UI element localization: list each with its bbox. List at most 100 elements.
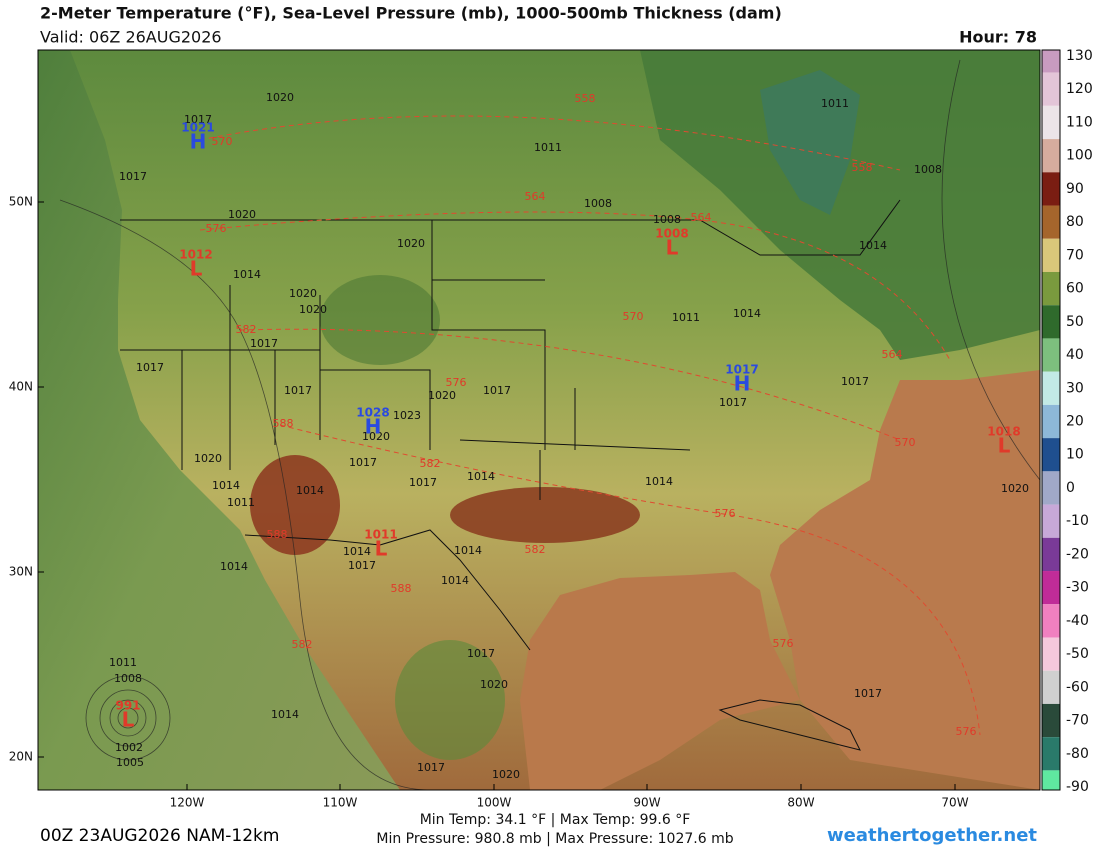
- lat-label: 30N: [9, 565, 33, 579]
- pressure-label: 1011: [672, 311, 700, 324]
- colorbar-label: -70: [1066, 713, 1089, 729]
- colorbar-swatch: [1042, 471, 1060, 505]
- colorbar-label: 120: [1066, 81, 1093, 97]
- pressure-label: 1014: [645, 475, 673, 488]
- colorbar-swatch: [1042, 604, 1060, 638]
- pressure-label: 1017: [284, 384, 312, 397]
- colorbar-swatch: [1042, 571, 1060, 605]
- colorbar-swatch: [1042, 72, 1060, 106]
- thickness-label: 558: [575, 92, 596, 105]
- center-value: 1011: [364, 528, 397, 542]
- model-run: 00Z 23AUG2026 NAM-12km: [40, 826, 279, 846]
- pressure-label: 1017: [409, 476, 437, 489]
- temp-stats: Min Temp: 34.1 °F | Max Temp: 99.6 °F: [420, 812, 691, 828]
- pressure-label: 1008: [914, 163, 942, 176]
- colorbar-label: 130: [1066, 48, 1093, 64]
- colorbar-swatch: [1042, 50, 1060, 73]
- thickness-label: 564: [525, 190, 546, 203]
- thickness-label: 588: [267, 528, 288, 541]
- pressure-label: 1014: [212, 479, 240, 492]
- thickness-label: 588: [273, 417, 294, 430]
- colorbar-label: 100: [1066, 148, 1093, 164]
- pressure-label: 1011: [534, 141, 562, 154]
- pressure-label: 1017: [719, 396, 747, 409]
- pressure-label: 1017: [841, 375, 869, 388]
- thickness-label: 582: [236, 323, 257, 336]
- thickness-label: 558: [852, 161, 873, 174]
- colorbar-swatch: [1042, 305, 1060, 339]
- pressure-label: 1017: [483, 384, 511, 397]
- lat-label: 50N: [9, 195, 33, 209]
- thickness-label: 570: [623, 310, 644, 323]
- colorbar-label: 10: [1066, 447, 1084, 463]
- thickness-label: 588: [391, 582, 412, 595]
- thickness-label: 564: [691, 211, 712, 224]
- pressure-label: 1017: [348, 559, 376, 572]
- mexico-highlands: [395, 640, 505, 760]
- pressure-label: 1020: [428, 389, 456, 402]
- thickness-label: 576: [446, 376, 467, 389]
- pressure-label: 1014: [454, 544, 482, 557]
- center-letter: L: [666, 236, 679, 260]
- pressure-label: 1023: [393, 409, 421, 422]
- thickness-label: 570: [895, 436, 916, 449]
- pressure-label: 1005: [116, 756, 144, 769]
- pressure-label: 1008: [584, 197, 612, 210]
- valid-time: Valid: 06Z 26AUG2026: [40, 28, 222, 47]
- thickness-label: 576: [715, 507, 736, 520]
- lon-label: 100W: [477, 796, 512, 810]
- colorbar-swatch: [1042, 537, 1060, 572]
- center-letter: H: [365, 415, 382, 439]
- borders: [120, 199, 901, 751]
- lon-label: 90W: [633, 796, 660, 810]
- colorbar-swatch: [1042, 205, 1060, 239]
- center-letter: H: [190, 130, 207, 154]
- thickness-label: 576: [206, 222, 227, 235]
- pressure-label: 1017: [349, 456, 377, 469]
- pressure-stats: Min Pressure: 980.8 mb | Max Pressure: 1…: [376, 831, 733, 847]
- site-name[interactable]: weathertogether.net: [827, 825, 1037, 846]
- heat-desert: [250, 455, 340, 555]
- thickness-label: 576: [773, 637, 794, 650]
- colorbar-label: 0: [1066, 480, 1075, 496]
- map-frame: [37, 49, 1041, 791]
- heat-plains: [450, 487, 640, 543]
- center-value: 1018: [987, 425, 1020, 439]
- canada-east: [640, 50, 1040, 360]
- colorbar-swatch: [1042, 271, 1060, 306]
- colorbar-label: 70: [1066, 247, 1084, 263]
- lon-label: 70W: [941, 796, 968, 810]
- colorbar-swatch: [1042, 504, 1060, 538]
- pressure-label: 1020: [299, 303, 327, 316]
- colorbar-swatch: [1042, 770, 1060, 790]
- pressure-label: 1017: [417, 761, 445, 774]
- pressure-label: 1014: [733, 307, 761, 320]
- colorbar-swatch: [1042, 404, 1060, 439]
- colorbar-swatch: [1042, 371, 1060, 405]
- pressure-label: 1020: [289, 287, 317, 300]
- colorbar-frame: [1041, 49, 1061, 791]
- gulf: [520, 572, 800, 790]
- pressure-label: 1020: [266, 91, 294, 104]
- pressure-label: 1020: [1001, 482, 1029, 495]
- pressure-label: 1020: [397, 237, 425, 250]
- colorbar-swatch: [1042, 139, 1060, 173]
- thickness-label: 576: [956, 725, 977, 738]
- colorbar-swatch: [1042, 438, 1060, 472]
- colorbar-swatch: [1042, 703, 1060, 738]
- colorbar-label: -60: [1066, 679, 1089, 695]
- thickness-lines: [199, 115, 981, 736]
- pressure-label: 1017: [184, 113, 212, 126]
- colorbar-label: -40: [1066, 613, 1089, 629]
- pressure-label: 1020: [194, 452, 222, 465]
- pressure-label: 1011: [821, 97, 849, 110]
- lat-label: 40N: [9, 380, 33, 394]
- thickness-label: 564: [882, 348, 903, 361]
- pressure-label: 1008: [114, 672, 142, 685]
- forecast-hour: Hour: 78: [959, 28, 1037, 47]
- pressure-label: 1014: [441, 574, 469, 587]
- colorbar-label: -20: [1066, 546, 1089, 562]
- lat-label: 20N: [9, 750, 33, 764]
- colorbar-swatch: [1042, 338, 1060, 372]
